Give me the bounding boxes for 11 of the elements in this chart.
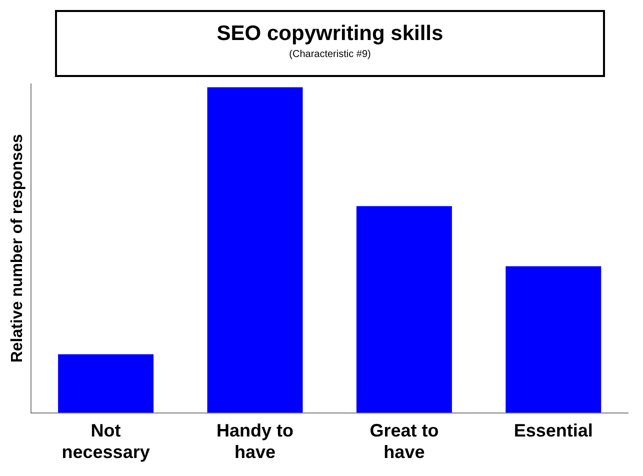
chart-subtitle: (Characteristic #9): [288, 49, 372, 60]
chart-title: SEO copywriting skills: [216, 22, 444, 46]
x-tick-label: Handy to have: [216, 420, 294, 462]
bar: [356, 206, 452, 413]
x-tick-label: Essential: [514, 420, 593, 441]
y-axis-title: Relative number of responses: [9, 134, 26, 363]
bar: [207, 87, 303, 413]
bar: [58, 354, 154, 413]
x-tick-label: Not necessary: [62, 420, 150, 462]
bar: [506, 266, 602, 413]
x-tick-label: Great to have: [370, 420, 439, 462]
